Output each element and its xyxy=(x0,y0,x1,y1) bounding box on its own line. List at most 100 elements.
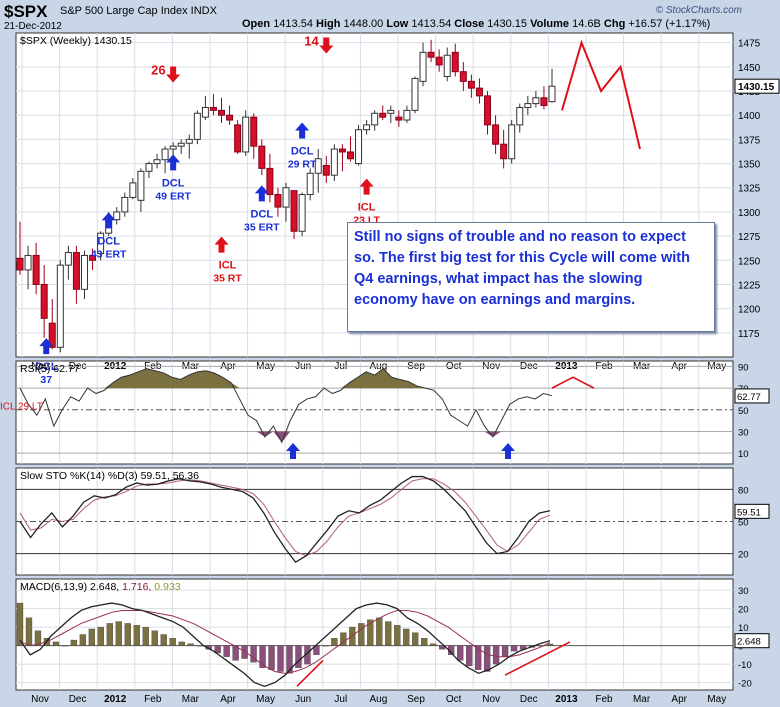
annotation-label: ICL xyxy=(219,260,237,272)
sto-tick-label: 80 xyxy=(738,485,749,496)
month-tick-label: Jul xyxy=(334,694,347,705)
candle-body xyxy=(403,109,411,121)
candle-body xyxy=(64,252,72,266)
macd-hist-bar xyxy=(385,621,392,646)
macd-hist-bar xyxy=(25,617,33,646)
price-tick-label: 1300 xyxy=(738,208,761,219)
macd-hist-bar xyxy=(52,641,60,646)
price-tick-label: 1375 xyxy=(738,135,761,146)
annotation-sub: 43 ERT xyxy=(91,248,127,260)
sto-last-box xyxy=(734,503,770,519)
macd-tick-label: -20 xyxy=(738,679,752,690)
macd-hist-bar xyxy=(259,645,266,668)
candle-body xyxy=(266,167,274,196)
macd-hist-bar xyxy=(223,645,230,657)
candle-body xyxy=(475,87,483,97)
rsi-tick-label: 50 xyxy=(738,406,749,417)
high-value: 1448.00 xyxy=(343,18,384,30)
month-tick-label: Jun xyxy=(295,694,311,705)
candle-body xyxy=(177,142,185,147)
candle-body xyxy=(298,194,306,232)
rsi-tick-label: 10 xyxy=(738,449,749,460)
macd-hist-bar xyxy=(474,645,482,670)
sto-tick-label: 50 xyxy=(738,518,749,529)
arrow-up-icon xyxy=(295,122,310,139)
macd-hist-bar xyxy=(286,645,293,674)
candle-body xyxy=(371,112,379,126)
candle-body xyxy=(411,77,419,111)
price-tick-label: 1400 xyxy=(738,111,761,122)
close-label: Close xyxy=(454,18,485,30)
price-tick-label: 1250 xyxy=(738,256,761,267)
rsi-tick-label: 30 xyxy=(738,427,749,438)
macd-hist-bar xyxy=(142,626,149,646)
candle-body xyxy=(80,254,88,290)
macd-hist-bar xyxy=(421,638,428,646)
arrow-down-icon xyxy=(319,37,334,54)
volume-value: 14.6B xyxy=(572,18,601,30)
macd-tick-label: 30 xyxy=(738,586,749,597)
macd-title-part: 1.716, xyxy=(119,581,151,593)
price-tick-label: 1325 xyxy=(738,184,761,195)
candle-body xyxy=(169,145,177,150)
annotation-label: DCL xyxy=(162,177,185,189)
high-label: High xyxy=(316,18,341,30)
macd-hist-bar xyxy=(358,623,365,646)
candle-body xyxy=(274,194,282,208)
macd-hist-bar xyxy=(97,626,104,646)
candle-body xyxy=(32,254,40,285)
month-tick-label: Feb xyxy=(595,694,613,705)
annotation-sub: 49 ERT xyxy=(155,190,191,202)
rsi-projection xyxy=(551,376,595,389)
month-tick-label: Nov xyxy=(31,694,49,705)
open-label: Open xyxy=(242,18,271,30)
macd-hist-bar xyxy=(61,645,69,647)
candle-body xyxy=(113,211,121,221)
rsi-line xyxy=(19,367,553,444)
annotation-label: DCL xyxy=(291,145,314,157)
macd-hist-bar xyxy=(349,626,356,646)
macd-hist-bar xyxy=(115,621,122,646)
macd-tick-label: 10 xyxy=(738,623,749,634)
month-tick-label: Dec xyxy=(69,694,87,705)
annotation-sub: 37 xyxy=(40,374,52,386)
commentary-note: Still no signs of trouble and no reason … xyxy=(347,222,715,332)
index-name: S&P 500 Large Cap Index INDX xyxy=(60,5,217,17)
candle-body xyxy=(306,172,314,196)
candle-body xyxy=(16,257,24,271)
rsi-oversold-fill xyxy=(20,431,552,443)
rsi-left-label: ICL 29 LT xyxy=(0,401,43,412)
price-last-label: 1430.15 xyxy=(738,82,775,93)
candle-body xyxy=(290,190,298,232)
candle-body xyxy=(209,106,217,111)
month-tick-label: Nov xyxy=(482,694,500,705)
candle-body xyxy=(346,151,354,160)
candle-body xyxy=(234,124,242,153)
macd-hist-bar xyxy=(151,630,158,646)
annotation-sub: 35 ERT xyxy=(244,221,280,233)
candle-body xyxy=(153,159,161,165)
chart-date: 21-Dec-2012 xyxy=(4,21,62,32)
price-last-box xyxy=(734,78,780,94)
macd-tick-label: 20 xyxy=(738,605,749,616)
rsi-last-box xyxy=(734,388,770,404)
price-tick-label: 1200 xyxy=(738,305,761,316)
candle-body xyxy=(258,145,266,169)
annotation-label: ICL xyxy=(358,202,376,214)
macd-hist-bar xyxy=(492,645,500,665)
macd-hist-bar xyxy=(250,645,257,663)
macd-hist-bar xyxy=(501,645,509,657)
macd-hist-bar xyxy=(331,638,338,646)
candle-body xyxy=(314,158,322,174)
price-tick-label: 1175 xyxy=(738,329,760,340)
macd-last-box xyxy=(734,633,770,649)
candle-body xyxy=(459,71,467,82)
candle-body xyxy=(500,143,508,160)
price-tick-label: 1275 xyxy=(738,232,761,243)
arrow-down-icon xyxy=(166,66,181,83)
